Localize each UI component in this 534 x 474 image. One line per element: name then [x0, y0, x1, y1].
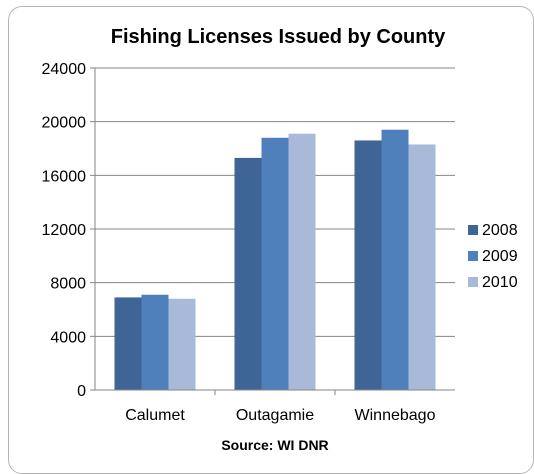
y-tick-label: 12000: [42, 222, 87, 239]
legend-swatch-2009: [468, 251, 478, 261]
bar-calumet-2008: [114, 297, 142, 390]
chart-title: Fishing Licenses Issued by County: [111, 26, 446, 48]
y-tick-label: 16000: [42, 168, 87, 185]
legend-label-2009: 2009: [482, 248, 518, 265]
legend-swatch-2010: [468, 277, 478, 287]
bar-winnebago-2008: [354, 140, 382, 390]
bars: [114, 129, 436, 390]
y-tick-label: 24000: [42, 61, 87, 78]
bar-winnebago-2009: [381, 129, 409, 390]
x-tick-label: Winnebago: [355, 407, 436, 424]
axes: 0 4000 8000 12000 16000 20000 24000 Calumet Outa…: [42, 61, 455, 424]
bar-calumet-2010: [168, 298, 196, 390]
bar-outagamie-2008: [234, 157, 262, 390]
legend-label-2008: 2008: [482, 222, 518, 239]
x-axis-label: Source: WI DNR: [221, 437, 328, 453]
y-tick-label: 8000: [50, 276, 86, 293]
y-tick-label: 0: [77, 383, 86, 400]
x-tick-label: Outagamie: [236, 407, 314, 424]
legend-label-2010: 2010: [482, 274, 518, 291]
x-tick-label: Calumet: [125, 407, 185, 424]
bar-outagamie-2010: [288, 133, 316, 390]
legend-swatch-2008: [468, 225, 478, 235]
bar-winnebago-2010: [408, 144, 436, 390]
legend: 2008 2009 2010: [468, 222, 518, 291]
y-tick-label: 4000: [50, 329, 86, 346]
bar-outagamie-2009: [261, 137, 289, 390]
y-tick-label: 20000: [42, 115, 87, 132]
bar-calumet-2009: [141, 294, 169, 390]
